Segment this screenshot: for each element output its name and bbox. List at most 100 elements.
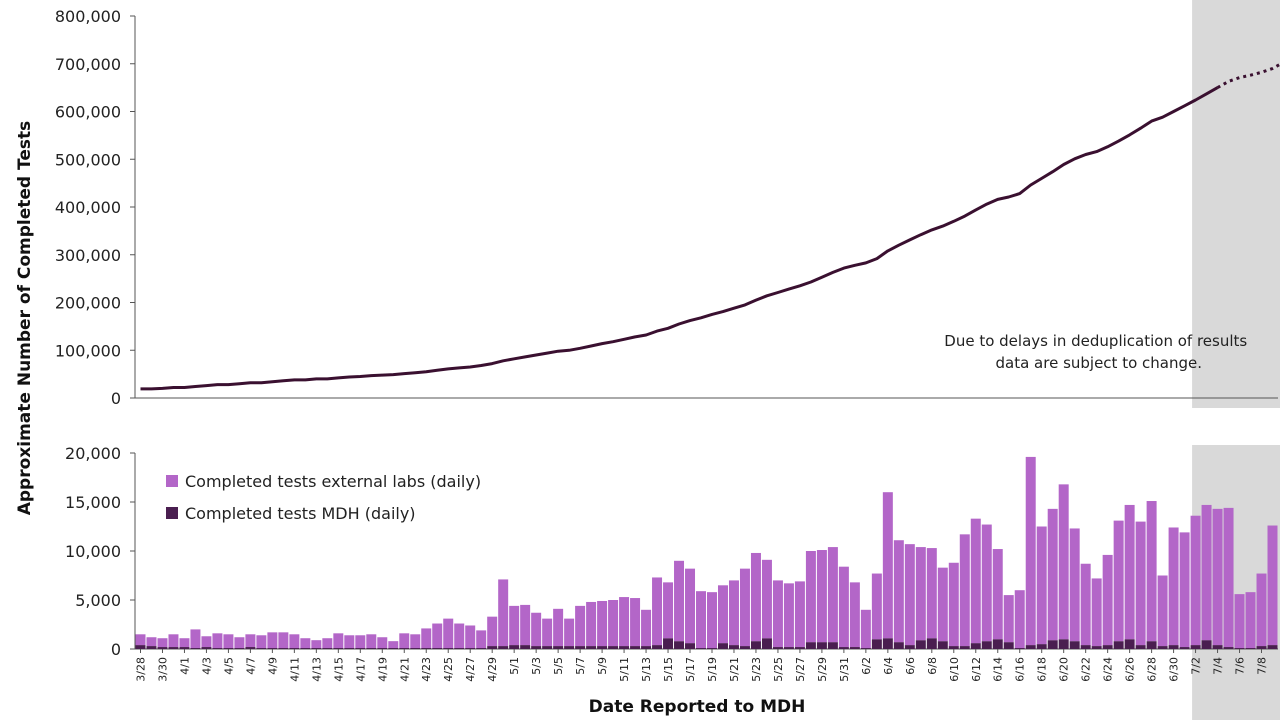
bar-mdh <box>256 648 267 649</box>
bottom-y-tick-label: 20,000 <box>65 444 121 463</box>
bar-mdh <box>1113 641 1124 649</box>
bar-external <box>410 634 421 649</box>
x-tick-label: 5/15 <box>662 657 675 682</box>
bar-mdh <box>168 647 179 649</box>
bar-mdh <box>992 639 1003 649</box>
bar-external <box>608 600 619 647</box>
bar-mdh <box>410 648 421 649</box>
bar-external <box>805 551 816 643</box>
cumulative-line-dotted <box>1216 62 1280 89</box>
bar-mdh <box>564 646 575 649</box>
bar-external <box>498 579 509 647</box>
bar-external <box>311 640 322 649</box>
bar-mdh <box>1058 639 1069 649</box>
bar-mdh <box>333 648 344 649</box>
bar-external <box>663 582 674 639</box>
bar-external <box>871 573 882 640</box>
bar-external <box>816 550 827 643</box>
bar-external <box>717 585 728 644</box>
x-tick-label: 6/28 <box>1146 657 1159 682</box>
bar-external <box>992 549 1003 640</box>
bottom-y-tick-label: 5,000 <box>75 591 121 610</box>
bar-mdh <box>289 648 300 649</box>
bar-mdh <box>542 646 553 649</box>
bar-external <box>926 548 937 639</box>
x-tick-label: 7/8 <box>1256 657 1269 675</box>
bar-external <box>355 635 366 649</box>
bar-mdh <box>212 648 223 649</box>
bar-external <box>981 524 992 642</box>
bar-external <box>1113 520 1124 642</box>
bar-external <box>915 547 926 641</box>
x-tick-label: 5/5 <box>552 657 565 675</box>
bar-mdh <box>904 645 915 649</box>
bar-external <box>190 629 201 649</box>
bar-mdh <box>1179 647 1190 649</box>
bar-external <box>860 609 871 649</box>
top-y-axis: 0 100,000 200,000 300,000 400,000 500,000 600,… <box>55 7 1278 408</box>
bar-mdh <box>805 642 816 649</box>
bar-mdh <box>234 648 245 649</box>
bar-external <box>1124 504 1135 640</box>
bar-external <box>212 633 223 649</box>
bar-mdh <box>1069 641 1080 649</box>
bar-external <box>135 634 146 646</box>
y-axis-title: Approximate Number of Completed Tests <box>15 121 35 516</box>
bar-external <box>443 618 454 649</box>
bar-mdh <box>860 648 871 649</box>
x-axis-title: Date Reported to MDH <box>589 697 806 717</box>
x-tick-label: 4/29 <box>486 657 499 682</box>
bar-mdh <box>1036 644 1047 649</box>
bar-mdh <box>937 641 948 649</box>
bar-mdh <box>827 642 838 649</box>
bar-mdh <box>1267 645 1278 649</box>
bar-mdh <box>355 648 366 649</box>
bar-external <box>849 582 860 648</box>
bar-mdh <box>366 648 377 649</box>
bar-mdh <box>1190 645 1201 649</box>
bar-external <box>641 609 652 647</box>
bar-external <box>465 625 476 649</box>
bar-mdh <box>750 641 761 649</box>
bar-external <box>739 568 750 647</box>
x-tick-label: 5/7 <box>574 657 587 675</box>
bar-mdh <box>1025 645 1036 649</box>
top-y-tick-label: 500,000 <box>55 150 121 169</box>
bar-mdh <box>1124 639 1135 649</box>
x-tick-label: 4/11 <box>288 657 301 682</box>
x-tick-label: 6/14 <box>992 657 1005 682</box>
bar-external <box>1003 595 1014 643</box>
x-tick-label: 5/11 <box>618 657 631 682</box>
bar-mdh <box>783 647 794 649</box>
bar-external <box>783 583 794 648</box>
bar-external <box>882 492 893 639</box>
x-tick-label: 5/13 <box>640 657 653 682</box>
bar-mdh <box>1003 642 1014 649</box>
x-tick-label: 4/17 <box>354 657 367 682</box>
x-tick-label: 7/2 <box>1190 657 1203 675</box>
bar-external <box>1080 563 1091 646</box>
bar-external <box>1201 504 1212 641</box>
bottom-y-tick-label: 10,000 <box>65 542 121 561</box>
bar-external <box>619 597 630 647</box>
bar-mdh <box>575 646 586 649</box>
bar-mdh <box>1014 648 1025 649</box>
bar-mdh <box>520 645 531 649</box>
bar-mdh <box>267 648 278 649</box>
bar-external <box>1091 578 1102 647</box>
x-tick-label: 5/1 <box>508 657 521 675</box>
bar-external <box>256 635 267 649</box>
x-tick-label: 6/4 <box>882 657 895 675</box>
bar-external <box>223 634 234 649</box>
x-tick-label: 3/30 <box>156 657 169 682</box>
x-tick-label: 6/26 <box>1124 657 1137 682</box>
bar-external <box>893 540 904 643</box>
top-y-tick-label: 100,000 <box>55 341 121 360</box>
bar-mdh <box>838 647 849 649</box>
top-provisional-shade <box>1192 0 1280 408</box>
bar-external <box>509 605 520 646</box>
bar-mdh <box>388 648 399 649</box>
bar-mdh <box>981 641 992 649</box>
bar-external <box>366 634 377 649</box>
x-tick-label: 4/21 <box>398 657 411 682</box>
